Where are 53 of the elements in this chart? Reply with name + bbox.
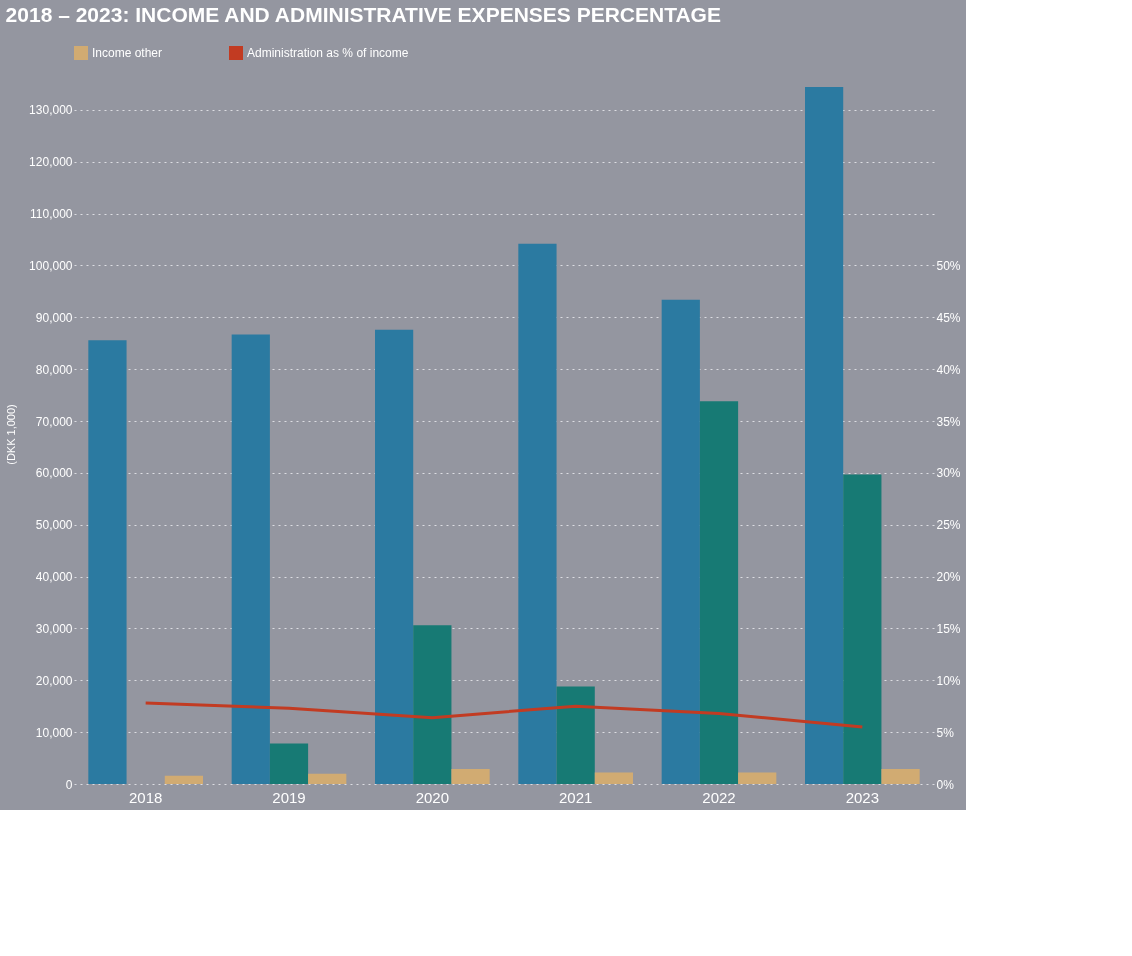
y-tick-label: 100,000	[29, 258, 73, 273]
x-tick-label: 2023	[845, 788, 880, 806]
x-tick-label: 2018	[128, 788, 163, 806]
y-tick-label: 10,000	[35, 725, 73, 740]
legend-label: Administration as % of income	[247, 46, 409, 60]
y2-tick-label: 50%	[936, 258, 961, 273]
bar	[518, 243, 557, 784]
y2-tick-label: 30%	[936, 466, 961, 481]
y-tick-label: 130,000	[29, 103, 73, 118]
chart-title: 2018 – 2023: INCOME AND ADMINISTRATIVE EXPENSES PERCENTAGE	[5, 3, 721, 26]
x-tick-label: 2020	[415, 788, 450, 806]
bar	[594, 772, 633, 784]
legend-label: Income other	[92, 46, 163, 60]
y-tick-label: 50,000	[35, 518, 73, 533]
y-tick-label: 110,000	[30, 207, 73, 222]
x-tick-label: 2019	[272, 788, 306, 806]
y2-tick-label: 15%	[936, 621, 961, 636]
y2-tick-label: 45%	[936, 310, 961, 325]
y-tick-label: 40,000	[35, 570, 73, 585]
bar	[413, 625, 452, 784]
x-tick-label: 2022	[702, 788, 736, 806]
y-axis-title: (DKK 1,000)	[5, 404, 18, 465]
bar	[843, 474, 882, 784]
bar	[881, 768, 920, 784]
bar	[738, 772, 777, 784]
y2-tick-label: 40%	[936, 362, 961, 377]
bar	[269, 743, 309, 784]
x-tick-label: 2021	[558, 788, 593, 806]
y2-tick-label: 35%	[936, 414, 961, 429]
bar	[661, 299, 700, 784]
bar	[699, 401, 739, 784]
y-tick-label: 80,000	[35, 362, 73, 377]
y-tick-label: 90,000	[35, 310, 73, 325]
y-tick-label: 0	[65, 777, 73, 792]
bar	[164, 775, 203, 784]
bar	[451, 768, 490, 784]
bar	[375, 329, 414, 784]
y-tick-label: 120,000	[29, 155, 73, 170]
y-tick-label: 20,000	[35, 673, 73, 688]
y2-tick-label: 20%	[936, 570, 961, 585]
bar	[805, 87, 844, 784]
y-tick-label: 70,000	[35, 414, 73, 429]
y2-tick-label: 5%	[936, 725, 955, 740]
y2-tick-label: 0%	[936, 777, 955, 792]
y-tick-label: 60,000	[35, 466, 73, 481]
bar	[556, 686, 595, 784]
bar	[308, 773, 347, 784]
y-tick-label: 30,000	[35, 621, 73, 636]
line-series	[144, 701, 864, 729]
bar	[88, 340, 127, 784]
y2-tick-label: 25%	[936, 518, 961, 533]
y2-tick-label: 10%	[936, 673, 961, 688]
bar	[231, 334, 270, 784]
